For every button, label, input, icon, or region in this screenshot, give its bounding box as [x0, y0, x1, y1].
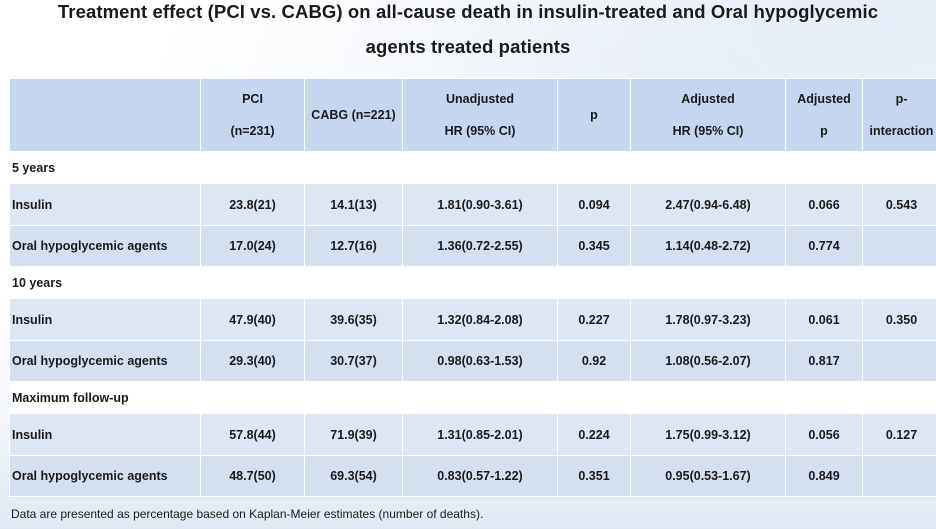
- cell-p: 0.227: [557, 298, 631, 341]
- header-p: p: [557, 78, 631, 152]
- table-row: Oral hypoglycemic agents 48.7(50) 69.3(5…: [9, 455, 936, 497]
- header-pci-line1: PCI: [242, 92, 263, 106]
- table-row: Oral hypoglycemic agents 17.0(24) 12.7(1…: [9, 225, 936, 267]
- cell-adjusted-hr: 1.75(0.99-3.12): [630, 413, 786, 456]
- cell-adjusted-hr: 1.08(0.56-2.07): [630, 340, 786, 382]
- section-row: Maximum follow-up: [9, 381, 936, 414]
- section-label: 10 years: [9, 266, 201, 299]
- section-label: 5 years: [9, 151, 201, 184]
- title-line-2: agents treated patients: [365, 36, 571, 57]
- header-adjusted-hr: Adjusted HR (95% CI): [630, 78, 786, 152]
- cell-p: 0.92: [557, 340, 631, 382]
- cell-group: Insulin: [9, 413, 201, 456]
- cell-group: Oral hypoglycemic agents: [9, 340, 201, 382]
- cell-adjusted-p: 0.849: [785, 455, 863, 497]
- cell-p: 0.345: [557, 225, 631, 267]
- cell-adjusted-p: 0.056: [785, 413, 863, 456]
- table-row: Insulin 47.9(40) 39.6(35) 1.32(0.84-2.08…: [9, 298, 936, 341]
- cell-group: Insulin: [9, 183, 201, 226]
- header-adjusted-p: Adjusted p: [785, 78, 863, 152]
- cell-p-interaction: 0.543: [862, 183, 936, 226]
- section-row: 10 years: [9, 266, 936, 299]
- cell-unadjusted-hr: 1.31(0.85-2.01): [402, 413, 558, 456]
- cell-adjusted-p: 0.774: [785, 225, 863, 267]
- table-row: Oral hypoglycemic agents 29.3(40) 30.7(3…: [9, 340, 936, 382]
- cell-group: Oral hypoglycemic agents: [9, 225, 201, 267]
- cell-p-interaction: 0.350: [862, 298, 936, 341]
- header-p-interaction-line2: interaction: [869, 124, 934, 138]
- cell-pci: 47.9(40): [200, 298, 305, 341]
- cell-pci: 17.0(24): [200, 225, 305, 267]
- cell-adjusted-p: 0.066: [785, 183, 863, 226]
- cell-group: Oral hypoglycemic agents: [9, 455, 201, 497]
- header-p-interaction: p- interaction: [862, 78, 936, 152]
- cell-cabg: 14.1(13): [304, 183, 403, 226]
- table-row: Insulin 57.8(44) 71.9(39) 1.31(0.85-2.01…: [9, 413, 936, 456]
- cell-cabg: 12.7(16): [304, 225, 403, 267]
- cell-p-interaction: [862, 225, 936, 267]
- header-p-interaction-line1: p-: [895, 92, 908, 106]
- cell-adjusted-hr: 1.78(0.97-3.23): [630, 298, 786, 341]
- cell-pci: 29.3(40): [200, 340, 305, 382]
- section-row: 5 years: [9, 151, 936, 184]
- header-adjusted-p-line1: Adjusted: [797, 92, 851, 106]
- cell-unadjusted-hr: 1.32(0.84-2.08): [402, 298, 558, 341]
- cell-p: 0.224: [557, 413, 631, 456]
- table-row: Insulin 23.8(21) 14.1(13) 1.81(0.90-3.61…: [9, 183, 936, 226]
- cell-cabg: 69.3(54): [304, 455, 403, 497]
- cell-unadjusted-hr: 1.81(0.90-3.61): [402, 183, 558, 226]
- cell-pci: 57.8(44): [200, 413, 305, 456]
- header-pci-line2: (n=231): [230, 124, 275, 138]
- cell-cabg: 39.6(35): [304, 298, 403, 341]
- cell-adjusted-p: 0.061: [785, 298, 863, 341]
- header-adjusted-line2: HR (95% CI): [672, 124, 744, 138]
- header-adjusted-p-line2: p: [820, 124, 828, 138]
- header-adjusted-line1: Adjusted: [681, 92, 735, 106]
- header-unadjusted-line1: Unadjusted: [445, 92, 515, 106]
- cell-unadjusted-hr: 0.98(0.63-1.53): [402, 340, 558, 382]
- section-label: Maximum follow-up: [9, 381, 201, 414]
- cell-adjusted-hr: 1.14(0.48-2.72): [630, 225, 786, 267]
- cell-pci: 48.7(50): [200, 455, 305, 497]
- header-row: PCI (n=231) CABG (n=221) Unadjusted HR (…: [9, 78, 936, 152]
- cell-p-interaction: [862, 340, 936, 382]
- header-group: [9, 78, 201, 152]
- cell-pci: 23.8(21): [200, 183, 305, 226]
- header-pci: PCI (n=231): [200, 78, 305, 152]
- cell-group: Insulin: [9, 298, 201, 341]
- cell-p-interaction: [862, 455, 936, 497]
- cell-cabg: 71.9(39): [304, 413, 403, 456]
- header-unadjusted-line2: HR (95% CI): [444, 124, 516, 138]
- cell-p: 0.351: [557, 455, 631, 497]
- cell-adjusted-hr: 0.95(0.53-1.67): [630, 455, 786, 497]
- cell-p: 0.094: [557, 183, 631, 226]
- cell-p-interaction: 0.127: [862, 413, 936, 456]
- footnote: Data are presented as percentage based o…: [11, 507, 484, 521]
- title-line-1: Treatment effect (PCI vs. CABG) on all-c…: [57, 1, 879, 22]
- cell-cabg: 30.7(37): [304, 340, 403, 382]
- cell-unadjusted-hr: 0.83(0.57-1.22): [402, 455, 558, 497]
- cell-adjusted-hr: 2.47(0.94-6.48): [630, 183, 786, 226]
- header-cabg: CABG (n=221): [304, 78, 403, 152]
- cell-adjusted-p: 0.817: [785, 340, 863, 382]
- results-table: PCI (n=231) CABG (n=221) Unadjusted HR (…: [9, 78, 936, 497]
- header-unadjusted-hr: Unadjusted HR (95% CI): [402, 78, 558, 152]
- cell-unadjusted-hr: 1.36(0.72-2.55): [402, 225, 558, 267]
